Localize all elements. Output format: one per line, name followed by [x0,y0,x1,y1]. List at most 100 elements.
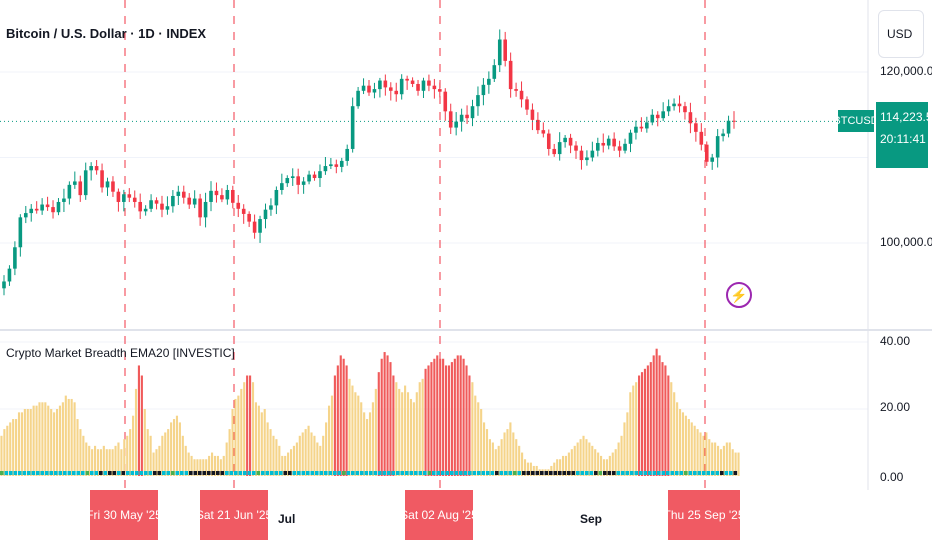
candle-body [62,198,66,202]
breadth-bar [313,435,316,476]
candle-body [721,133,725,137]
candle-body [34,208,39,211]
lightning-icon[interactable]: ⚡ [726,282,752,308]
breadth-bar [600,455,603,476]
regime-marker [67,471,72,475]
regime-marker [684,471,688,475]
regime-marker [216,471,220,475]
breadth-bar [82,435,85,476]
candle-body [683,106,687,113]
regime-marker [468,471,472,475]
symbol-title[interactable]: Bitcoin / U.S. Dollar · 1D · INDEX [6,26,207,41]
regime-marker [13,471,18,475]
candle-body [579,150,584,161]
last-price-value: 114,223.59 [880,110,932,124]
candle-body [481,84,486,96]
breadth-bar [643,368,647,476]
candle-body [258,219,262,233]
breadth-bar [468,375,471,476]
candle-body [111,181,115,192]
breadth-bar [377,372,380,476]
breadth-bar [465,365,468,476]
bar-countdown: 20:11:41 [880,132,926,146]
regime-marker [472,471,477,475]
candle-body [503,39,507,61]
regime-marker [283,471,288,475]
candle-body [525,99,529,110]
regime-marker [18,471,22,475]
candle-body [416,83,420,91]
breadth-bar [263,409,266,476]
breadth-bar [316,442,319,476]
regime-marker [697,471,702,475]
regime-marker [706,471,711,475]
indicator-title[interactable]: Crypto Market Breadth EMA20 [INVESTIC] [6,346,235,360]
regime-marker [306,471,310,475]
regime-marker [418,471,423,475]
breadth-bar [339,355,342,476]
candle-body [617,146,622,151]
breadth-bar [257,405,260,476]
candle-body [645,122,649,129]
breadth-bar [325,422,328,476]
breadth-bar [412,402,415,476]
regime-marker [135,471,139,475]
regime-marker [688,471,693,475]
breadth-bar [681,412,685,476]
breadth-bar [178,422,181,476]
breadth-bar [272,435,275,476]
breadth-bar [175,415,179,476]
regime-marker [634,471,639,475]
regime-marker [157,471,162,475]
breadth-bar [491,442,494,476]
regime-marker [153,471,157,475]
regime-marker [234,471,238,475]
breadth-bar [670,382,673,476]
candle-body [323,166,328,172]
breadth-bar [12,419,15,476]
breadth-bar [208,455,211,476]
breadth-bar [351,385,354,476]
regime-marker [729,471,733,475]
candle-body [154,200,159,204]
regime-marker [508,471,513,475]
candle-body [448,111,453,128]
candle-body [557,142,562,155]
regime-marker [481,471,486,475]
candle-body [585,157,589,161]
candle-body [198,198,202,218]
breadth-bar [161,435,164,476]
breadth-bar [620,435,623,476]
breadth-bar [430,362,433,476]
event-date-badge: Sat 21 Jun '25 [196,490,272,540]
regime-marker [265,471,270,475]
regime-marker [409,471,414,475]
currency-button[interactable]: USD [878,10,924,58]
breadth-bar [216,455,219,476]
breadth-bar [401,392,404,476]
breadth-bar [143,409,146,476]
breadth-bar [15,419,18,476]
regime-marker [567,471,571,475]
breadth-bar [576,442,579,476]
regime-marker [333,471,337,475]
breadth-bar [567,452,570,476]
breadth-bar [512,432,515,476]
breadth-bar [649,362,652,476]
event-date-badge: Thu 25 Sep '25 [663,490,745,540]
candle-body [56,201,61,213]
candle-body [40,204,44,211]
candle-body [710,157,715,162]
regime-marker [702,471,706,475]
regime-marker [40,471,45,475]
breadth-bar [690,422,693,476]
breadth-bar [102,445,105,476]
candle-body [443,91,448,112]
candle-body [100,170,104,188]
candle-body [339,160,344,167]
breadth-bar [696,429,699,476]
breadth-bar [184,445,187,476]
regime-marker [576,471,580,475]
